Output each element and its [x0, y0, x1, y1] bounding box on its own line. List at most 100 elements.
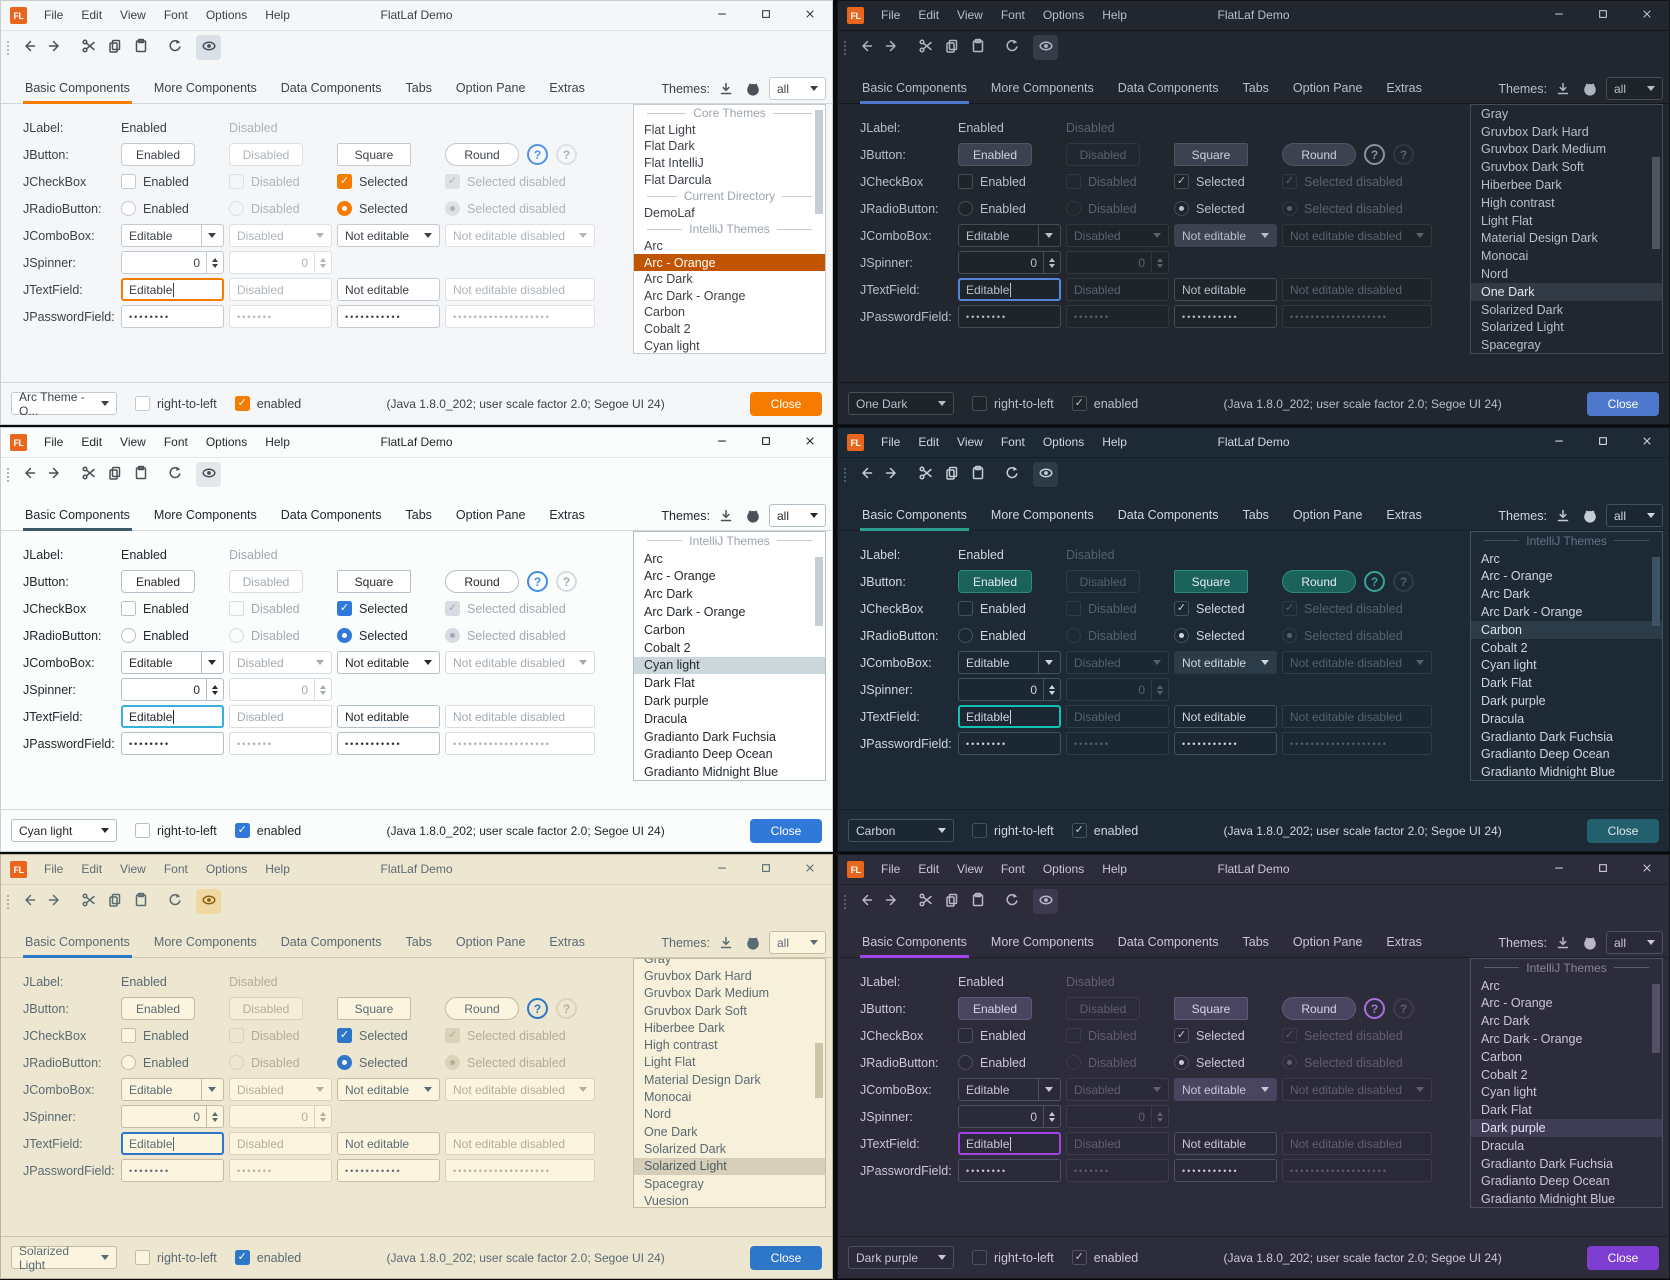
textfield-not-editable-disabled[interactable]: Not editable disabled: [445, 1132, 595, 1155]
radio-disabled[interactable]: [1066, 1055, 1081, 1070]
spinner[interactable]: 0: [121, 251, 224, 274]
menu-item-view[interactable]: View: [120, 8, 146, 22]
cut-button[interactable]: [913, 462, 938, 487]
button-enabled[interactable]: Enabled: [121, 997, 195, 1020]
show-toggle-button[interactable]: [196, 889, 221, 914]
theme-list-item[interactable]: Gradianto Deep Ocean: [1481, 1174, 1610, 1189]
combobox-not-editable[interactable]: Not editable: [1174, 224, 1277, 247]
checkbox-disabled[interactable]: [1066, 1028, 1081, 1043]
button-square[interactable]: Square: [1174, 997, 1248, 1020]
passwordfield-4[interactable]: •••••••••••••••••••: [445, 732, 595, 755]
textfield-disabled[interactable]: Disabled: [229, 705, 332, 728]
radio-selected[interactable]: [1174, 201, 1189, 216]
menu-item-options[interactable]: Options: [1042, 435, 1085, 449]
combobox-not-editable-disabled[interactable]: Not editable disabled: [445, 651, 595, 674]
theme-list-item[interactable]: Arc: [644, 239, 663, 254]
menu-item-font[interactable]: Font: [163, 435, 188, 449]
spinner-down-icon[interactable]: [212, 1117, 218, 1122]
passwordfield-3[interactable]: •••••••••••: [337, 305, 440, 328]
theme-list-item[interactable]: Dark purple: [644, 694, 709, 709]
maximize-button[interactable]: [1581, 1, 1625, 30]
paste-button[interactable]: [128, 35, 153, 60]
theme-filter-select[interactable]: all: [1606, 931, 1663, 954]
theme-list-item[interactable]: Cyan light: [1481, 1085, 1537, 1100]
button-disabled[interactable]: Disabled: [1066, 997, 1140, 1020]
spinner[interactable]: 0: [121, 678, 224, 701]
rtl-checkbox[interactable]: right-to-left: [135, 1250, 217, 1265]
theme-list-item[interactable]: Flat Light: [644, 122, 696, 137]
close-dialog-button[interactable]: Close: [1587, 818, 1659, 843]
maximize-button[interactable]: [1581, 855, 1625, 884]
textfield-not-editable-disabled[interactable]: Not editable disabled: [1282, 705, 1432, 728]
menu-item-file[interactable]: File: [881, 8, 901, 22]
enabled-checkbox[interactable]: ✓ enabled: [1071, 396, 1138, 411]
button-enabled[interactable]: Enabled: [121, 143, 195, 166]
spinner-down-icon[interactable]: [1049, 690, 1055, 695]
theme-list-item[interactable]: Gradianto Deep Ocean: [1481, 747, 1610, 762]
theme-list-item[interactable]: Solarized Light: [634, 1157, 825, 1175]
maximize-button[interactable]: [744, 428, 788, 457]
textfield-not-editable[interactable]: Not editable: [1174, 278, 1277, 301]
minimize-button[interactable]: [700, 428, 744, 457]
back-button[interactable]: [853, 889, 878, 914]
download-button[interactable]: [715, 933, 737, 953]
github-button[interactable]: [742, 506, 764, 526]
textfield-disabled[interactable]: Disabled: [229, 1132, 332, 1155]
theme-list-item[interactable]: Arc - Orange: [1481, 996, 1553, 1011]
passwordfield-4[interactable]: •••••••••••••••••••: [1282, 305, 1432, 328]
theme-list-item[interactable]: Arc Dark - Orange: [1481, 1032, 1583, 1047]
spinner-up-icon[interactable]: [1157, 684, 1163, 689]
radio-selected-disabled[interactable]: [445, 1055, 460, 1070]
theme-list-item[interactable]: Arc - Orange: [644, 569, 716, 584]
menu-item-edit[interactable]: Edit: [918, 862, 940, 876]
help-button[interactable]: ?: [527, 144, 548, 165]
close-button[interactable]: [1625, 1, 1669, 30]
spinner-up-icon[interactable]: [212, 257, 218, 262]
combobox-editable[interactable]: Editable: [958, 651, 1061, 674]
combobox-not-editable-disabled[interactable]: Not editable disabled: [1282, 1078, 1432, 1101]
paste-button[interactable]: [128, 462, 153, 487]
passwordfield-1[interactable]: ••••••••: [958, 305, 1061, 328]
copy-button[interactable]: [939, 889, 964, 914]
minimize-button[interactable]: [700, 855, 744, 884]
spinner-disabled[interactable]: 0: [1066, 251, 1169, 274]
theme-list-item[interactable]: Light Flat: [1481, 213, 1533, 228]
combobox-not-editable[interactable]: Not editable: [337, 651, 440, 674]
maximize-button[interactable]: [744, 855, 788, 884]
checkbox-enabled[interactable]: [121, 1028, 136, 1043]
close-button[interactable]: [1625, 428, 1669, 457]
maximize-button[interactable]: [1581, 428, 1625, 457]
textfield-editable[interactable]: Editable: [121, 705, 224, 728]
button-disabled[interactable]: Disabled: [1066, 143, 1140, 166]
theme-list-item[interactable]: Gruvbox Dark Medium: [644, 986, 770, 1001]
checkbox-disabled[interactable]: [229, 601, 244, 616]
tab-data-components[interactable]: Data Components: [1117, 935, 1219, 949]
checkbox-selected[interactable]: ✓: [1174, 601, 1189, 616]
show-toggle-button[interactable]: [196, 462, 221, 487]
theme-filter-select[interactable]: all: [769, 504, 826, 527]
help-button-disabled[interactable]: ?: [1393, 144, 1414, 165]
spinner-down-icon[interactable]: [1049, 1117, 1055, 1122]
button-disabled[interactable]: Disabled: [229, 997, 303, 1020]
help-button[interactable]: ?: [527, 998, 548, 1019]
spinner-down-icon[interactable]: [1049, 263, 1055, 268]
spinner-up-icon[interactable]: [320, 684, 326, 689]
textfield-editable[interactable]: Editable: [958, 278, 1061, 301]
tab-more-components[interactable]: More Components: [153, 935, 257, 949]
textfield-not-editable-disabled[interactable]: Not editable disabled: [1282, 1132, 1432, 1155]
tab-data-components[interactable]: Data Components: [280, 935, 382, 949]
passwordfield-2[interactable]: •••••••: [1066, 305, 1169, 328]
minimize-button[interactable]: [1537, 428, 1581, 457]
back-button[interactable]: [16, 889, 41, 914]
textfield-not-editable[interactable]: Not editable: [1174, 705, 1277, 728]
checkbox-selected-disabled[interactable]: ✓: [445, 174, 460, 189]
theme-list-item[interactable]: Cobalt 2: [644, 640, 691, 655]
spinner-up-icon[interactable]: [1157, 257, 1163, 262]
tab-basic-components[interactable]: Basic Components: [850, 81, 979, 104]
combobox-editable[interactable]: Editable: [121, 651, 224, 674]
tab-extras[interactable]: Extras: [549, 935, 585, 949]
theme-list-item[interactable]: Dark Flat: [1481, 1103, 1532, 1118]
theme-list-item[interactable]: Monocai: [1481, 249, 1529, 264]
theme-filter-select[interactable]: all: [1606, 77, 1663, 100]
spinner[interactable]: 0: [958, 1105, 1061, 1128]
